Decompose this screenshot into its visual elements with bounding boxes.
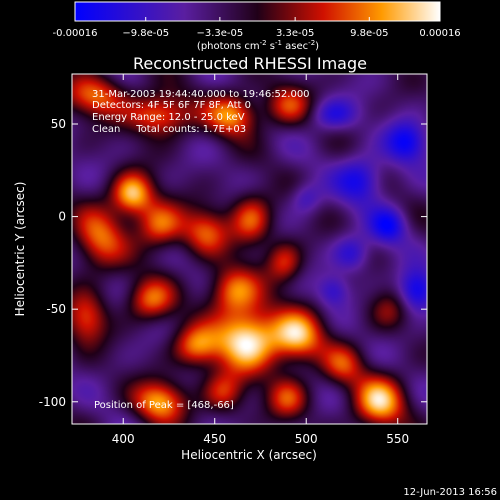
annotation-time: 31-Mar-2003 19:44:40.000 to 19:46:52.000 <box>92 89 310 100</box>
colorbar-tick-label: −9.8e-05 <box>122 28 169 39</box>
x-tick-label: 400 <box>112 432 135 446</box>
x-tick-label: 550 <box>386 432 409 446</box>
y-axis-label: Heliocentric Y (arcsec) <box>13 182 27 317</box>
colorbar-ticks <box>74 17 441 21</box>
colorbar-tick-label: −3.3e-05 <box>196 28 243 39</box>
colorbar-units: (photons cm-2 s-1 asec-2) <box>197 39 319 52</box>
colorbar <box>74 1 441 22</box>
plot-frame <box>71 73 428 425</box>
colorbar-tick-label: -0.00016 <box>53 28 98 39</box>
y-tick-label: 0 <box>58 210 66 224</box>
colorbar-tick-label: 3.3e-05 <box>276 28 314 39</box>
x-axis-label: Heliocentric X (arcsec) <box>181 448 317 462</box>
x-tick-label: 450 <box>203 432 226 446</box>
peak-position-label: Position of Peak = [468,-66] <box>94 400 234 411</box>
annotation-detectors: Detectors: 4F 5F 6F 7F 8F, Att 0 <box>92 100 251 111</box>
y-axis-ticks: -100 -50 0 50 <box>39 117 427 409</box>
annotation-block: 31-Mar-2003 19:44:40.000 to 19:46:52.000… <box>92 89 310 135</box>
annotation-counts: Clean Total counts: 1.7E+03 <box>92 124 246 135</box>
annotation-energy: Energy Range: 12.0 - 25.0 keV <box>92 112 245 123</box>
colorbar-tick-label: 0.00016 <box>419 28 460 39</box>
chart-title: Reconstructed RHESSI Image <box>133 54 367 73</box>
y-tick-label: -50 <box>46 302 66 316</box>
x-tick-label: 500 <box>295 432 318 446</box>
y-tick-label: -100 <box>39 395 66 409</box>
y-tick-label: 50 <box>51 117 66 131</box>
timestamp: 12-Jun-2013 16:56 <box>403 487 497 498</box>
colorbar-tick-labels: -0.00016 −9.8e-05 −3.3e-05 3.3e-05 9.8e-05 0.… <box>53 28 461 39</box>
colorbar-tick-label: 9.8e-05 <box>350 28 388 39</box>
x-axis-ticks: 400 450 500 550 <box>112 74 409 446</box>
heatmap-image <box>72 74 427 424</box>
